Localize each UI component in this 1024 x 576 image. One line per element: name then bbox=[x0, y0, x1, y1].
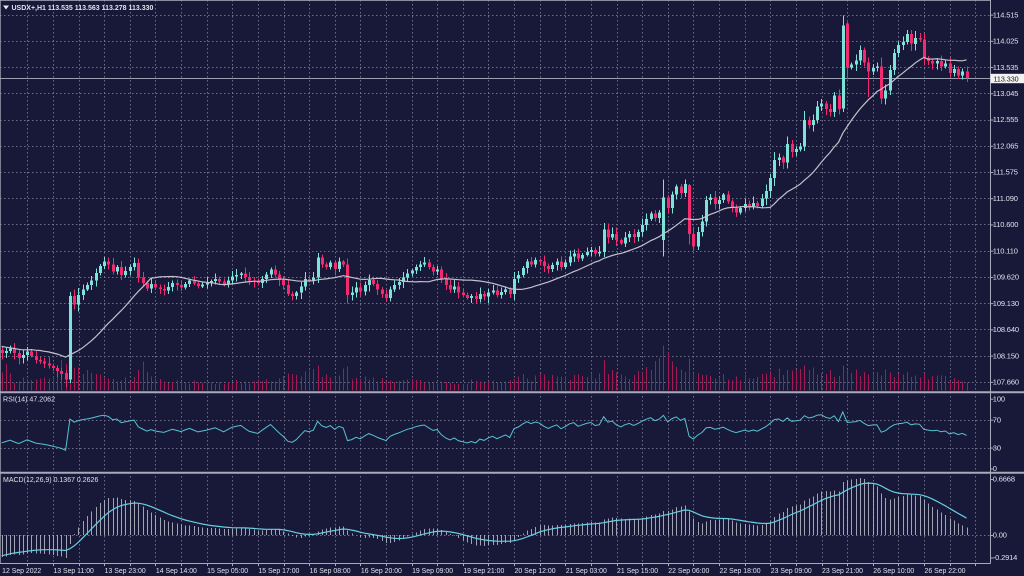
svg-text:-0.2914: -0.2914 bbox=[993, 553, 1017, 562]
svg-text:0: 0 bbox=[993, 464, 997, 473]
svg-text:111.575: 111.575 bbox=[993, 168, 1018, 177]
svg-text:109.130: 109.130 bbox=[993, 299, 1019, 308]
svg-text:19 Sep 09:00: 19 Sep 09:00 bbox=[412, 568, 453, 575]
svg-text:70: 70 bbox=[993, 415, 1001, 424]
svg-text:113.330: 113.330 bbox=[994, 74, 1019, 83]
svg-text:RSI(14) 47.2062: RSI(14) 47.2062 bbox=[3, 396, 55, 404]
svg-text:MACD(12,26,9) 0.1367 0.2626: MACD(12,26,9) 0.1367 0.2626 bbox=[3, 477, 98, 484]
svg-text:16 Sep 08:00: 16 Sep 08:00 bbox=[310, 568, 351, 575]
svg-text:20 Sep 12:00: 20 Sep 12:00 bbox=[515, 568, 556, 575]
svg-text:16 Sep 20:00: 16 Sep 20:00 bbox=[361, 568, 402, 575]
svg-text:14 Sep 14:00: 14 Sep 14:00 bbox=[156, 568, 197, 575]
svg-text:111.090: 111.090 bbox=[993, 194, 1018, 203]
svg-text:110.110: 110.110 bbox=[993, 246, 1018, 255]
svg-text:19 Sep 21:00: 19 Sep 21:00 bbox=[463, 568, 504, 575]
svg-text:112.065: 112.065 bbox=[993, 141, 1019, 150]
svg-text:0.6668: 0.6668 bbox=[993, 475, 1015, 484]
svg-text:114.025: 114.025 bbox=[993, 37, 1019, 46]
svg-text:114.515: 114.515 bbox=[993, 10, 1019, 19]
svg-text:0.00: 0.00 bbox=[993, 531, 1007, 540]
svg-text:109.620: 109.620 bbox=[993, 273, 1019, 282]
svg-text:110.600: 110.600 bbox=[993, 220, 1019, 229]
svg-text:21 Sep 15:00: 21 Sep 15:00 bbox=[617, 568, 658, 575]
svg-text:100: 100 bbox=[993, 394, 1005, 403]
svg-text:113.045: 113.045 bbox=[993, 89, 1019, 98]
svg-text:108.150: 108.150 bbox=[993, 351, 1019, 360]
svg-text:108.640: 108.640 bbox=[993, 325, 1019, 334]
svg-text:26 Sep 10:00: 26 Sep 10:00 bbox=[873, 568, 914, 575]
svg-text:23 Sep 21:00: 23 Sep 21:00 bbox=[822, 568, 863, 575]
svg-text:22 Sep 06:00: 22 Sep 06:00 bbox=[668, 568, 709, 575]
svg-text:22 Sep 18:00: 22 Sep 18:00 bbox=[720, 568, 761, 575]
svg-text:12 Sep 2022: 12 Sep 2022 bbox=[2, 568, 41, 575]
svg-text:21 Sep 03:00: 21 Sep 03:00 bbox=[566, 568, 607, 575]
svg-text:26 Sep 22:00: 26 Sep 22:00 bbox=[925, 568, 966, 575]
svg-text:15 Sep 17:00: 15 Sep 17:00 bbox=[258, 568, 299, 575]
svg-text:112.555: 112.555 bbox=[993, 115, 1019, 124]
svg-text:USDX+,H1 113.535 113.563 113.: USDX+,H1 113.535 113.563 113.278 113.330 bbox=[12, 5, 154, 12]
svg-text:15 Sep 05:00: 15 Sep 05:00 bbox=[207, 568, 248, 575]
svg-text:13 Sep 23:00: 13 Sep 23:00 bbox=[105, 568, 146, 575]
svg-text:13 Sep 11:00: 13 Sep 11:00 bbox=[53, 568, 94, 575]
svg-text:107.660: 107.660 bbox=[993, 378, 1019, 387]
svg-text:23 Sep 09:00: 23 Sep 09:00 bbox=[771, 568, 812, 575]
svg-text:30: 30 bbox=[993, 443, 1001, 452]
svg-text:113.535: 113.535 bbox=[993, 63, 1019, 72]
